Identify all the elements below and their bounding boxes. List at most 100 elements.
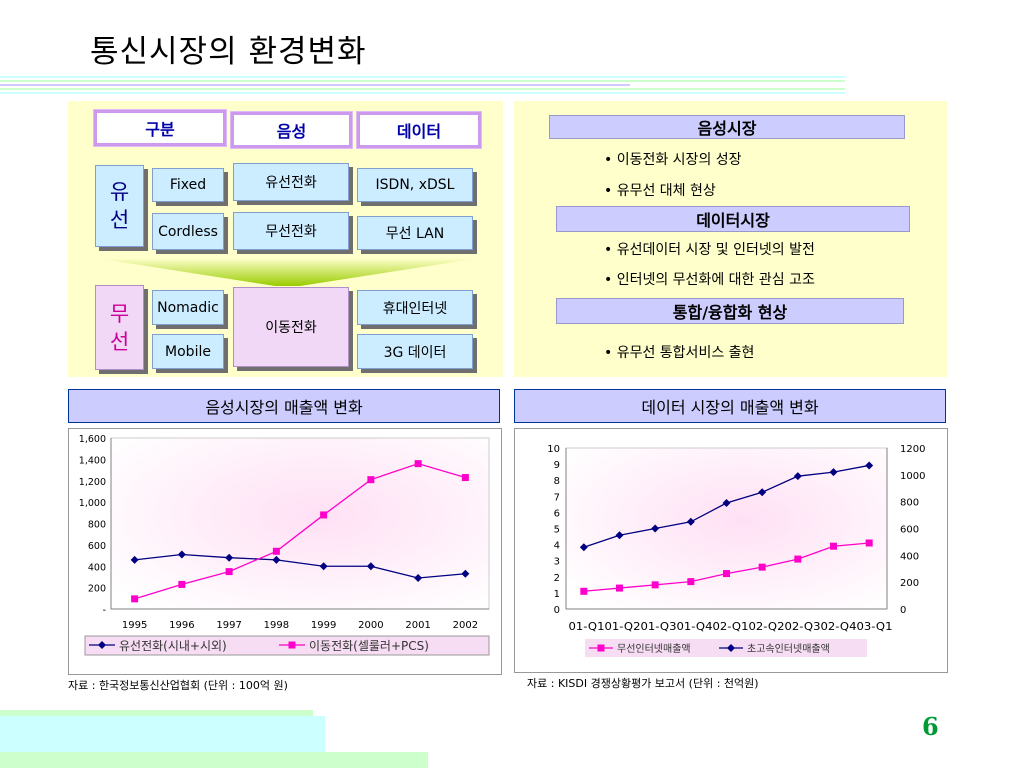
page-number: 6 <box>922 712 939 741</box>
chart2-point-1 <box>829 468 838 477</box>
chart2-y-left-tick-label: 5 <box>554 525 560 536</box>
chart1-point-1 <box>461 474 469 482</box>
chart1-point-0 <box>461 569 470 578</box>
chart1-point-1 <box>272 547 280 555</box>
chart2-y-right-tick-label: 1200 <box>900 444 925 455</box>
bottom-block-1 <box>0 710 313 720</box>
chart2-point-1 <box>615 531 624 540</box>
chart2-y-right-tick-label: 400 <box>900 551 919 562</box>
chart1-x-tick-label: 1996 <box>169 620 194 631</box>
chart2-point-0 <box>830 542 837 550</box>
type-cordless: Cordless <box>152 213 224 250</box>
chart1-y-tick-label: 200 <box>88 584 106 595</box>
chart2-point-0 <box>865 539 873 547</box>
top-rule-2 <box>0 80 845 82</box>
chart2-point-0 <box>794 555 802 563</box>
chart2-legend-label-1: 초고속인터넷매출액 <box>747 643 830 655</box>
section-voice-market: 음성시장 <box>549 115 905 139</box>
chart2-point-1 <box>686 517 695 526</box>
chart1-x-tick-label: 1999 <box>311 620 336 631</box>
chart1-point-0 <box>366 562 375 571</box>
top-rule-3 <box>0 84 630 86</box>
chart1-y-tick-label: 1,400 <box>79 455 106 466</box>
chart1-y-tick-label: 400 <box>88 562 106 573</box>
top-rule-1 <box>0 76 845 78</box>
type-nomadic: Nomadic <box>152 290 224 325</box>
chart1-point-0 <box>272 555 281 564</box>
chart1-point-1 <box>414 460 422 468</box>
header-category: 구분 <box>94 110 226 146</box>
chart1-y-tick-label: 600 <box>88 541 106 552</box>
chart1-series-line-0 <box>134 553 466 579</box>
chart1-point-0 <box>130 555 139 564</box>
market-panel <box>514 101 947 377</box>
chart2-y-left-tick-label: 6 <box>554 508 560 519</box>
chart1-y-tick-label: 800 <box>88 520 106 531</box>
bullet-integrated-service: • 유무선 통합서비스 출현 <box>604 345 755 361</box>
chart2-point-1 <box>758 488 767 497</box>
chart2-title: 데이터 시장의 매출액 변화 <box>514 389 946 423</box>
chart1-y-tick-label: - <box>103 605 106 616</box>
chart1-title: 음성시장의 매출액 변화 <box>68 389 500 423</box>
chart1-x-tick-label: 1995 <box>122 620 147 631</box>
chart2-plot-area <box>565 447 888 610</box>
wireless-label: 무 선 <box>95 285 144 370</box>
chart2-point-1 <box>865 461 874 470</box>
chart2-y-left-tick-label: 10 <box>547 444 560 455</box>
chart2-legend-marker-0 <box>597 644 605 652</box>
voice-mobile-phone: 이동전화 <box>233 287 349 367</box>
chart2-y-left-tick-label: 7 <box>554 492 560 503</box>
chart2-legend-marker-1 <box>727 644 735 652</box>
chart2-point-1 <box>579 543 588 552</box>
chart2-point-0 <box>616 584 623 592</box>
chart2-point-0 <box>651 581 659 589</box>
chart2-y-right-tick-label: 1000 <box>900 471 925 482</box>
chart2-point-0 <box>723 570 730 578</box>
top-rule-4 <box>0 88 845 90</box>
chart1-point-0 <box>414 574 423 583</box>
chart2-point-1 <box>722 499 731 508</box>
top-rule-5 <box>0 92 845 94</box>
chart2-y-right-tick-label: 200 <box>900 578 919 589</box>
data-wireless-lan: 무선 LAN <box>357 216 473 250</box>
bullet-mobile-growth: • 이동전화 시장의 성장 <box>604 152 742 168</box>
chart1-legend-marker-1 <box>288 641 296 649</box>
voice-wired-phone: 유선전화 <box>233 163 349 201</box>
chart1-point-0 <box>225 553 234 562</box>
chart1-series-line-1 <box>134 462 466 600</box>
chart1-point-0 <box>319 562 328 571</box>
transition-arrow <box>95 258 480 286</box>
chart1-x-tick-label: 1998 <box>264 620 289 631</box>
type-mobile: Mobile <box>152 334 224 369</box>
section-data-market: 데이터시장 <box>556 206 910 232</box>
chart1-point-1 <box>225 568 233 576</box>
chart1-point-1 <box>367 476 375 484</box>
chart1-point-0 <box>177 550 186 559</box>
bullet-wireless-interest: • 인터넷의 무선화에 대한 관심 고조 <box>604 272 815 288</box>
chart1-point-1 <box>320 511 328 519</box>
bullet-wired-data: • 유선데이터 시장 및 인터넷의 발전 <box>604 242 815 258</box>
chart2-point-0 <box>580 587 588 595</box>
chart2-point-0 <box>687 578 695 586</box>
chart1-point-1 <box>131 595 139 603</box>
chart2-y-left-tick-label: 3 <box>554 557 560 568</box>
chart2-y-left-tick-label: 2 <box>554 573 560 584</box>
chart1-frame: - 200 400 600 800 1,000 1,200 1,400 1,600 1995 199… <box>68 428 502 675</box>
chart2-y-right-tick-label: 0 <box>900 605 906 616</box>
chart1-plot-area <box>110 437 490 610</box>
chart2-point-1 <box>793 472 802 481</box>
chart2-legend-label-0: 무선인터넷매출액 <box>617 643 691 655</box>
data-isdn-xdsl: ISDN, xDSL <box>357 168 473 202</box>
data-revenue-chart: 0 1 2 3 4 5 6 7 8 9 10 0 200 400 600 800 1000 1200 01-Q101… <box>547 444 925 657</box>
header-data: 데이터 <box>357 112 481 148</box>
bullet-substitution: • 유무선 대체 현상 <box>604 183 716 199</box>
chart1-legend-marker-0 <box>98 641 106 649</box>
chart1-y-tick-label: 1,200 <box>79 477 106 488</box>
chart1-y-tick-label: 1,600 <box>79 434 106 445</box>
chart2-frame: 0 1 2 3 4 5 6 7 8 9 10 0 200 400 600 800 1000 1200 01-Q101… <box>514 428 948 673</box>
bottom-block-2 <box>0 716 325 752</box>
chart1-source: 자료 : 한국정보통신산업협회 (단위 : 100억 원) <box>68 679 288 692</box>
chart2-y-left-tick-label: 0 <box>554 605 560 616</box>
voice-cordless-phone: 무선전화 <box>233 212 349 250</box>
chart2-y-left-tick-label: 9 <box>554 460 560 471</box>
